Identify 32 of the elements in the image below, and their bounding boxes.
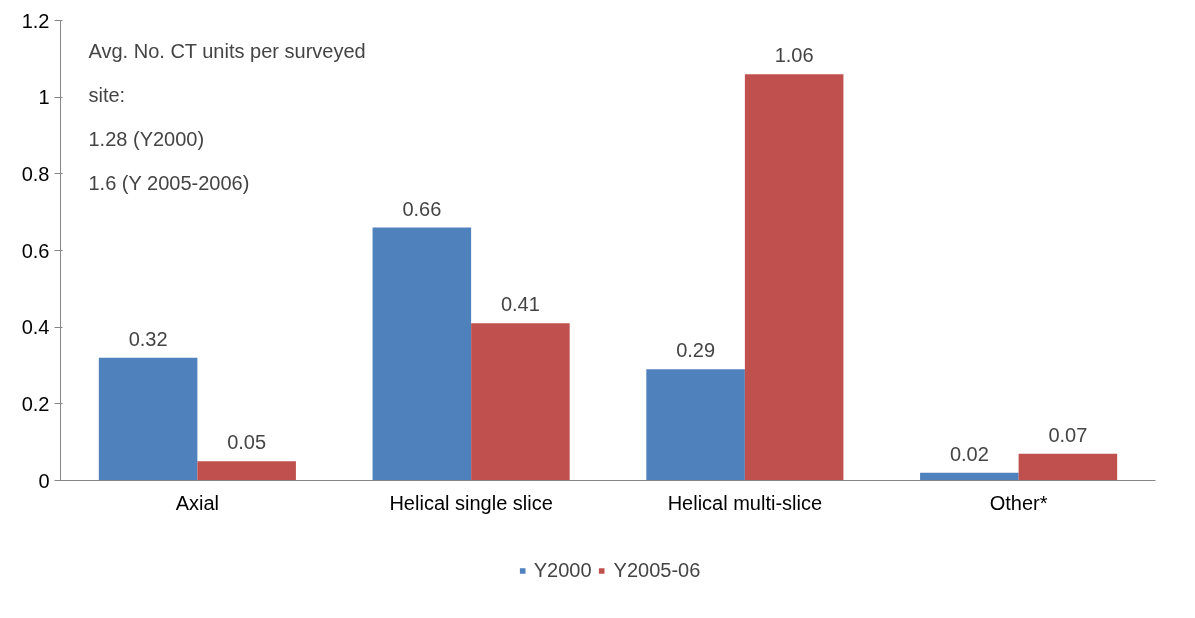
- bar: [372, 227, 472, 481]
- y-tick-label: 1.2: [21, 9, 50, 32]
- x-tick-label: Other*: [989, 491, 1048, 514]
- bar: [1018, 453, 1118, 481]
- data-label: 0.66: [402, 197, 442, 220]
- bar: [920, 472, 1019, 481]
- y-tick-label: 1: [38, 86, 50, 109]
- data-label: 0.32: [128, 327, 168, 350]
- data-label: 1.06: [774, 44, 814, 67]
- data-label: 0.02: [949, 442, 989, 465]
- y-tick-label: 0: [38, 469, 50, 492]
- x-tick-label: Helical multi-slice: [667, 491, 823, 514]
- y-tick-label: 0.8: [21, 162, 50, 185]
- data-label: 0.41: [500, 293, 540, 316]
- bar: [471, 323, 570, 481]
- x-tick-label: Helical single slice: [389, 491, 553, 514]
- bar: [744, 74, 844, 481]
- annotation: Avg. No. CT units per surveyed site:: [88, 39, 366, 106]
- legend-label: Y2000: [533, 558, 592, 582]
- bar: [98, 357, 198, 481]
- y-tick-label: 0.2: [21, 392, 50, 415]
- annotation: 1.28 (Y2000): [88, 127, 205, 150]
- data-label: 0.05: [227, 431, 267, 454]
- annotation: 1.6 (Y 2005-2006): [88, 171, 250, 194]
- x-tick-label: Axial: [175, 491, 220, 514]
- legend-label: Y2005-06: [613, 558, 701, 582]
- y-tick-label: 0.6: [21, 239, 50, 262]
- data-label: 0.29: [676, 339, 716, 362]
- bar: [197, 461, 296, 481]
- y-tick-label: 0.4: [21, 316, 50, 339]
- data-label: 0.07: [1048, 423, 1088, 446]
- bar: [646, 369, 745, 481]
